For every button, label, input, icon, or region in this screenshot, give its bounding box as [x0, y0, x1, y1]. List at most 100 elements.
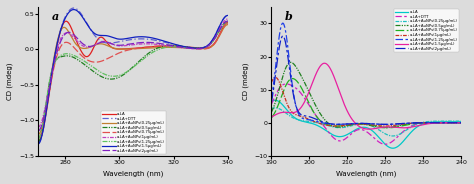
a-LA+AuNPs(1μg/mL)	[359, 123, 365, 125]
a-LA	[372, 132, 377, 134]
Line: a-LA+AuNPs(0.25μg/mL): a-LA+AuNPs(0.25μg/mL)	[38, 25, 228, 134]
a-LA+AuNPs(2μg/mL)	[269, 101, 274, 103]
Line: a-LA: a-LA	[272, 100, 461, 148]
a-LA+AuNPs(0.25μg/mL)	[36, 133, 41, 135]
a-LA+AuNPs(1.25μg/mL)	[269, 98, 274, 100]
a-LA+AuNPs(1.5μg/mL)	[191, 47, 197, 49]
a-LA+AuNPs(1.5μg/mL)	[360, 127, 366, 129]
Text: a: a	[52, 11, 59, 22]
a-LA+AuNPs(1μg/mL)	[372, 124, 377, 126]
a-LA+AuNPs(1μg/mL)	[191, 48, 197, 50]
a-LA+AuNPs(0.25μg/mL)	[148, 47, 154, 49]
a-LA+AuNPs(1.5μg/mL)	[372, 128, 378, 130]
a-LA+AuNPs(1μg/mL)	[360, 123, 366, 125]
a-LA	[360, 126, 366, 128]
a-LA+AuNPs(2μg/mL)	[36, 130, 41, 132]
Text: b: b	[285, 11, 292, 22]
a-LA+AuNPs(0.75μg/mL)	[220, 26, 226, 29]
a-LA	[390, 147, 395, 149]
a-LA	[126, 48, 131, 50]
a-LA+AuNPs(1μg/mL)	[225, 18, 231, 20]
a-LA+AuNPs(0.5μg/mL)	[458, 122, 464, 124]
a-LA+AuNPs(1.25μg/mL)	[36, 137, 41, 139]
a-LA+DTT	[191, 47, 197, 49]
Line: a-LA+AuNPs(1.25μg/mL): a-LA+AuNPs(1.25μg/mL)	[272, 23, 461, 124]
a-LA+AuNPs(2μg/mL)	[126, 43, 131, 45]
a-LA+DTT	[372, 137, 377, 139]
a-LA	[359, 126, 365, 128]
a-LA+AuNPs(1μg/mL)	[458, 122, 464, 124]
a-LA+AuNPs(2μg/mL)	[458, 122, 464, 124]
Line: a-LA+AuNPs(2μg/mL): a-LA+AuNPs(2μg/mL)	[272, 36, 461, 124]
a-LA+AuNPs(0.25μg/mL)	[127, 48, 132, 50]
a-LA+AuNPs(0.5μg/mL)	[191, 47, 197, 49]
a-LA+AuNPs(0.75μg/mL)	[386, 127, 392, 129]
Line: a-LA+AuNPs(1μg/mL): a-LA+AuNPs(1μg/mL)	[272, 77, 461, 126]
a-LA	[425, 122, 430, 124]
Legend: a-LA, a-LA+DTT, a-LA+AuNPs(0.25μg/mL), a-LA+AuNPs(0.5μg/mL), a-LA+AuNPs(0.75μg/m: a-LA, a-LA+DTT, a-LA+AuNPs(0.25μg/mL), a…	[394, 9, 459, 52]
a-LA	[382, 143, 388, 145]
a-LA+AuNPs(0.75μg/mL)	[360, 123, 366, 125]
a-LA+AuNPs(2μg/mL)	[360, 122, 366, 125]
a-LA+AuNPs(0.5μg/mL)	[372, 125, 377, 128]
a-LA+AuNPs(1.25μg/mL)	[382, 123, 388, 125]
Line: a-LA+DTT: a-LA+DTT	[272, 84, 461, 144]
a-LA+AuNPs(1.5μg/mL)	[366, 128, 372, 130]
a-LA+AuNPs(0.75μg/mL)	[225, 22, 231, 24]
a-LA+DTT	[138, 38, 144, 40]
a-LA+AuNPs(1.5μg/mL)	[149, 37, 155, 39]
a-LA+AuNPs(1.25μg/mL)	[360, 122, 366, 125]
a-LA+AuNPs(1.25μg/mL)	[191, 47, 197, 49]
a-LA+AuNPs(1.25μg/mL)	[359, 122, 365, 124]
a-LA+AuNPs(0.75μg/mL)	[191, 47, 197, 50]
a-LA+AuNPs(0.75μg/mL)	[359, 123, 365, 125]
a-LA+AuNPs(0.5μg/mL)	[225, 20, 231, 22]
a-LA+AuNPs(0.25μg/mL)	[138, 47, 144, 49]
a-LA+DTT	[360, 129, 366, 131]
a-LA+AuNPs(1.5μg/mL)	[322, 62, 328, 64]
a-LA+AuNPs(1.25μg/mL)	[225, 21, 231, 24]
a-LA+AuNPs(0.5μg/mL)	[148, 50, 154, 53]
a-LA+AuNPs(0.25μg/mL)	[126, 48, 131, 50]
a-LA+AuNPs(0.5μg/mL)	[138, 59, 144, 61]
a-LA+AuNPs(1μg/mL)	[273, 76, 278, 79]
a-LA+AuNPs(0.5μg/mL)	[288, 61, 293, 63]
a-LA+AuNPs(2μg/mL)	[127, 43, 132, 45]
a-LA+AuNPs(1μg/mL)	[269, 81, 274, 84]
a-LA+AuNPs(0.5μg/mL)	[36, 141, 41, 143]
a-LA+AuNPs(0.5μg/mL)	[359, 123, 365, 125]
Line: a-LA+AuNPs(0.75μg/mL): a-LA+AuNPs(0.75μg/mL)	[38, 23, 228, 138]
a-LA+AuNPs(2μg/mL)	[280, 35, 286, 37]
a-LA	[36, 141, 41, 143]
a-LA	[269, 100, 274, 103]
a-LA+DTT	[71, 7, 77, 9]
a-LA	[458, 121, 464, 123]
Line: a-LA: a-LA	[38, 21, 228, 142]
a-LA+AuNPs(1.25μg/mL)	[425, 122, 430, 124]
a-LA+AuNPs(0.75μg/mL)	[126, 49, 131, 51]
a-LA+DTT	[127, 39, 133, 41]
a-LA+AuNPs(1.5μg/mL)	[221, 17, 227, 20]
a-LA+AuNPs(1.5μg/mL)	[138, 36, 144, 38]
a-LA+DTT	[283, 83, 289, 85]
a-LA+AuNPs(1.5μg/mL)	[458, 122, 464, 124]
a-LA+AuNPs(1μg/mL)	[382, 125, 388, 127]
a-LA+AuNPs(2μg/mL)	[455, 122, 460, 124]
a-LA+AuNPs(0.25μg/mL)	[390, 135, 395, 137]
a-LA+AuNPs(0.25μg/mL)	[220, 27, 226, 30]
a-LA	[191, 47, 197, 49]
Line: a-LA+AuNPs(1.25μg/mL): a-LA+AuNPs(1.25μg/mL)	[38, 22, 228, 138]
a-LA+AuNPs(1μg/mL)	[455, 122, 460, 124]
a-LA+AuNPs(1.5μg/mL)	[382, 126, 388, 128]
a-LA	[138, 47, 144, 49]
a-LA+AuNPs(0.25μg/mL)	[273, 107, 278, 109]
a-LA+DTT	[36, 143, 41, 145]
a-LA+AuNPs(1.5μg/mL)	[36, 143, 41, 145]
a-LA+AuNPs(1.25μg/mL)	[458, 122, 464, 124]
a-LA+AuNPs(1.5μg/mL)	[425, 123, 430, 125]
a-LA+AuNPs(1.5μg/mL)	[71, 8, 77, 11]
a-LA+AuNPs(0.25μg/mL)	[382, 132, 388, 135]
a-LA+AuNPs(1.25μg/mL)	[138, 60, 144, 62]
a-LA+AuNPs(0.5μg/mL)	[382, 127, 388, 129]
a-LA+AuNPs(0.5μg/mL)	[269, 111, 274, 113]
